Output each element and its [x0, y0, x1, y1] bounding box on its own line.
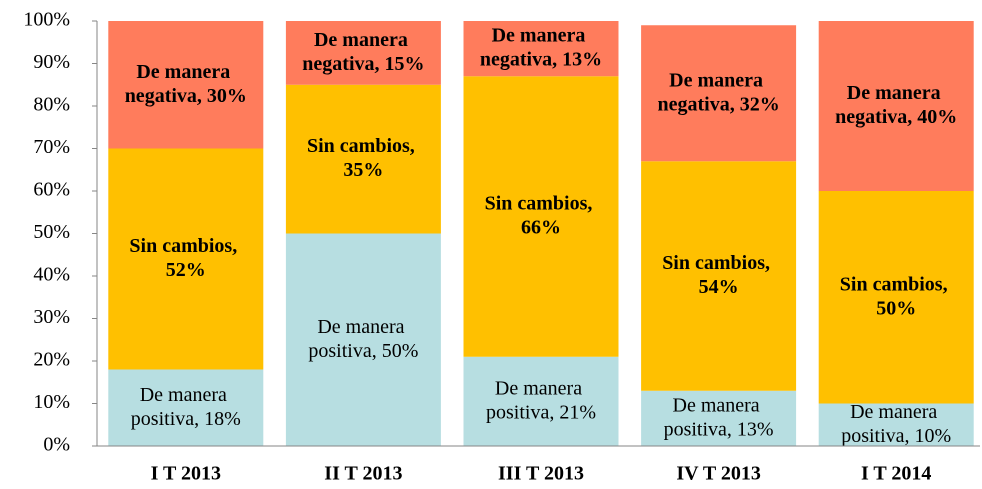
data-label-line: De manera: [136, 60, 235, 82]
data-label-line: positiva, 18%: [131, 407, 241, 429]
data-label-line: negativa, 32%: [657, 93, 779, 115]
data-label: De manera positiva, 18%: [131, 383, 241, 429]
data-label-line: 52%: [166, 259, 206, 281]
y-tick-label: 60%: [33, 179, 70, 201]
data-label: Sin cambios, 54%: [662, 252, 775, 298]
data-label-line: Sin cambios,: [840, 273, 953, 295]
y-tick-label: 70%: [33, 136, 70, 158]
y-tick-label: 20%: [33, 349, 70, 371]
y-tick-label: 30%: [33, 306, 70, 328]
data-label-line: Sin cambios,: [662, 252, 775, 274]
data-label: Sin cambios, 52%: [129, 235, 242, 281]
data-label-line: 35%: [343, 159, 383, 181]
bar-segment: [818, 191, 974, 404]
data-label: De manera positiva, 50%: [308, 315, 418, 361]
data-label-line: De manera: [317, 315, 409, 337]
bar-segment: [285, 21, 441, 85]
y-tick-label: 50%: [33, 221, 70, 243]
data-label-line: negativa, 13%: [480, 48, 602, 70]
data-label: Sin cambios, 35%: [307, 135, 420, 181]
data-label-line: De manera: [673, 394, 765, 416]
y-tick-label: 90%: [33, 51, 70, 73]
bar-segment: [463, 356, 619, 446]
data-label-line: negativa, 30%: [125, 84, 247, 106]
x-tick-label: IV T 2013: [676, 463, 760, 485]
x-tick-label: II T 2013: [324, 463, 402, 485]
data-label: Sin cambios, 66%: [485, 192, 598, 238]
data-label-line: positiva, 10%: [841, 424, 951, 446]
data-label-line: De manera: [669, 69, 768, 91]
data-label-line: De manera: [492, 24, 591, 46]
data-label-line: De manera: [847, 82, 946, 104]
data-label: De manera negativa, 15%: [302, 28, 424, 74]
data-label: De manera negativa, 13%: [480, 24, 602, 70]
data-label-line: De manera: [314, 28, 413, 50]
bar-segment: [285, 233, 441, 446]
data-label-line: 54%: [699, 276, 739, 298]
data-label-line: positiva, 21%: [486, 401, 596, 423]
y-tick-label: 100%: [23, 9, 70, 31]
bar-segment: [641, 25, 797, 162]
data-label-line: Sin cambios,: [485, 192, 598, 214]
data-label-line: negativa, 40%: [835, 106, 957, 128]
data-label-line: positiva, 50%: [308, 339, 418, 361]
data-label: De manera positiva, 21%: [486, 377, 596, 423]
x-tick-label: I T 2013: [151, 463, 221, 485]
bar-segment: [108, 369, 264, 446]
bar-segment: [641, 390, 797, 446]
data-label-line: negativa, 15%: [302, 52, 424, 74]
data-label: Sin cambios, 50%: [840, 273, 953, 319]
data-label: De manera positiva, 10%: [841, 400, 951, 446]
y-tick-label: 0%: [43, 434, 70, 456]
bar-segment: [285, 84, 441, 234]
data-label-line: De manera: [495, 377, 587, 399]
data-label-line: Sin cambios,: [129, 235, 242, 257]
y-tick-label: 80%: [33, 94, 70, 116]
data-label-line: Sin cambios,: [307, 135, 420, 157]
data-label: De manera negativa, 30%: [125, 60, 247, 106]
data-label-line: 50%: [876, 297, 916, 319]
data-label: De manera negativa, 40%: [835, 82, 957, 128]
data-label: De manera negativa, 32%: [657, 69, 779, 115]
data-label-line: De manera: [850, 400, 942, 422]
bar-segment: [108, 21, 264, 149]
y-tick-label: 10%: [33, 391, 70, 413]
x-tick-label: I T 2014: [861, 463, 931, 485]
data-label-line: De manera: [140, 383, 232, 405]
x-tick-label: III T 2013: [498, 463, 584, 485]
bar-segment: [818, 403, 974, 446]
data-label: De manera positiva, 13%: [664, 394, 774, 440]
bar-segment: [463, 21, 619, 77]
bar-segment: [108, 148, 264, 370]
bar-segment: [463, 76, 619, 357]
data-label-line: positiva, 13%: [664, 418, 774, 440]
bar-segment: [641, 161, 797, 391]
bar-segment: [818, 21, 974, 191]
data-label-line: 66%: [521, 216, 561, 238]
y-tick-label: 40%: [33, 264, 70, 286]
